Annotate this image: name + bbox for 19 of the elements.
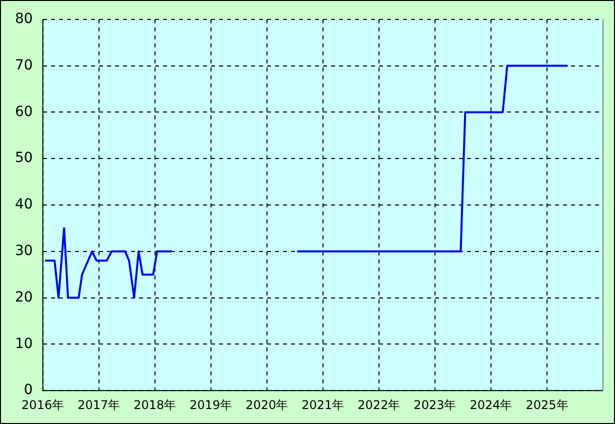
x-tick-label: 2022年	[358, 398, 400, 412]
y-tick-label: 10	[14, 336, 33, 352]
x-tick-label: 2016年	[22, 398, 64, 412]
y-tick-label: 80	[14, 11, 33, 28]
y-tick-label: 60	[14, 104, 33, 120]
x-tick-label: 2023年	[414, 398, 456, 412]
x-tick-label: 2024年	[470, 398, 512, 412]
y-tick-label: 70	[14, 57, 33, 74]
x-tick-label: 2021年	[302, 398, 344, 412]
x-tick-label: 2019年	[190, 398, 232, 412]
y-tick-label: 20	[14, 289, 33, 306]
y-tick-label: 40	[14, 196, 33, 213]
x-tick-label: 2020年	[246, 398, 288, 412]
y-tick-label: 30	[14, 243, 33, 260]
x-tick-label: 2018年	[134, 398, 176, 412]
x-tick-label: 2017年	[78, 398, 120, 412]
x-tick-label: 2025年	[526, 398, 568, 412]
y-tick-label: 50	[14, 150, 33, 166]
y-tick-label: 0	[24, 382, 33, 398]
